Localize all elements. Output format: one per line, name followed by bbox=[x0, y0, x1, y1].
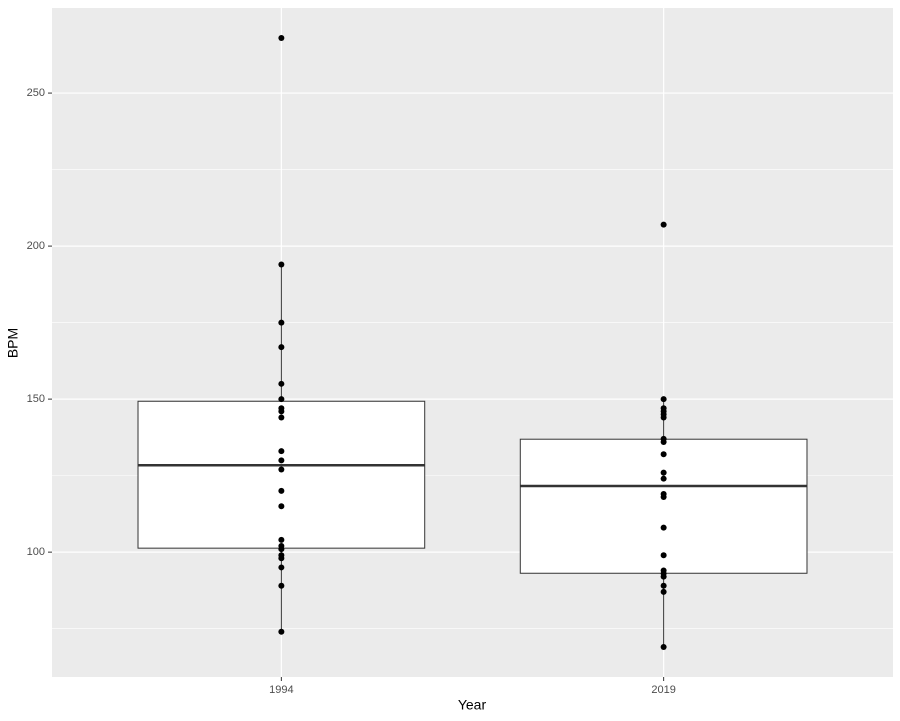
point bbox=[278, 628, 285, 635]
point bbox=[278, 261, 285, 268]
panel bbox=[52, 8, 893, 677]
point bbox=[660, 552, 667, 559]
y-tick-label: 100 bbox=[27, 546, 45, 558]
y-tick-label: 200 bbox=[27, 240, 45, 252]
point bbox=[660, 524, 667, 531]
point bbox=[660, 644, 667, 651]
x-axis-label: Year bbox=[458, 697, 487, 713]
y-tick-label: 150 bbox=[27, 393, 45, 405]
point bbox=[660, 438, 667, 445]
point bbox=[278, 582, 285, 589]
point bbox=[660, 221, 667, 228]
y-axis-label: BPM bbox=[5, 328, 21, 358]
point bbox=[278, 34, 285, 41]
point bbox=[660, 494, 667, 501]
point bbox=[278, 396, 285, 403]
point bbox=[278, 546, 285, 553]
point bbox=[278, 503, 285, 510]
point bbox=[278, 457, 285, 464]
point bbox=[660, 469, 667, 476]
x-tick-label: 1994 bbox=[269, 684, 293, 696]
point bbox=[278, 319, 285, 326]
x-tick-label: 2019 bbox=[651, 684, 675, 696]
point bbox=[278, 380, 285, 387]
point bbox=[660, 475, 667, 482]
point bbox=[660, 396, 667, 403]
box bbox=[137, 400, 426, 549]
point bbox=[278, 448, 285, 455]
point bbox=[278, 555, 285, 562]
point bbox=[660, 414, 667, 421]
point bbox=[278, 564, 285, 571]
point bbox=[278, 408, 285, 415]
point bbox=[278, 536, 285, 543]
point bbox=[660, 451, 667, 458]
y-tick-label: 250 bbox=[27, 87, 45, 99]
point bbox=[278, 344, 285, 351]
point bbox=[278, 414, 285, 421]
point bbox=[278, 487, 285, 494]
point bbox=[278, 466, 285, 473]
point bbox=[660, 582, 667, 589]
box bbox=[519, 438, 808, 574]
point bbox=[660, 573, 667, 580]
point bbox=[660, 588, 667, 595]
